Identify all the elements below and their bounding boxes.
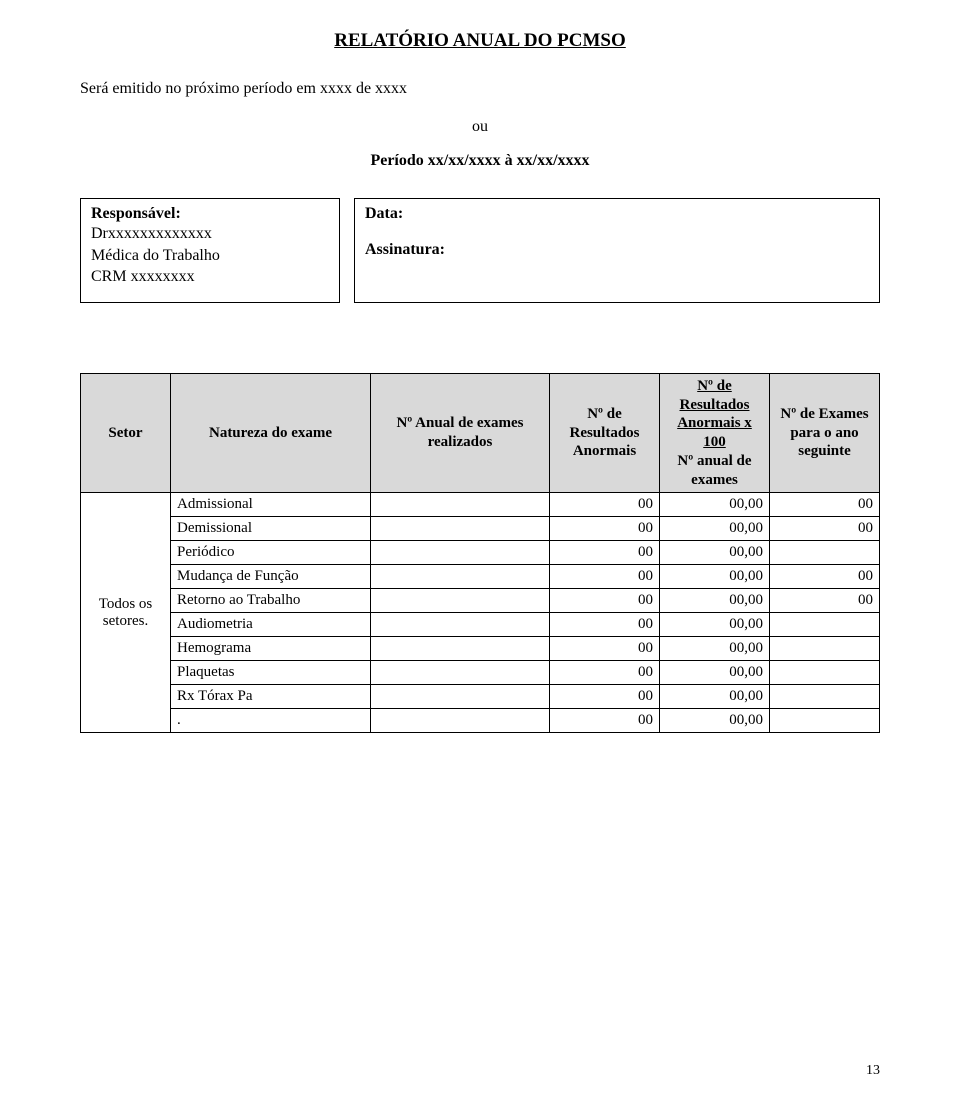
- anual-cell: [371, 613, 550, 637]
- seguinte-cell: [770, 709, 880, 733]
- resultados-cell: 00: [550, 613, 660, 637]
- resultados-cell: 00: [550, 565, 660, 589]
- frac-cell: 00,00: [660, 565, 770, 589]
- intro-text: Será emitido no próximo período em xxxx …: [80, 80, 880, 98]
- data-label: Data:: [365, 205, 869, 223]
- resultados-cell: 00: [550, 517, 660, 541]
- th-natureza: Natureza do exame: [171, 373, 371, 493]
- table-row: . 0000,00: [81, 709, 880, 733]
- anual-cell: [371, 541, 550, 565]
- natureza-cell: Plaquetas: [171, 661, 371, 685]
- th-frac-top: Nº de Resultados Anormais x 100: [677, 378, 752, 450]
- anual-cell: [371, 565, 550, 589]
- natureza-cell: Audiometria: [171, 613, 371, 637]
- table-row: Hemograma 0000,00: [81, 637, 880, 661]
- natureza-cell: .: [171, 709, 371, 733]
- th-seguinte: Nº de Exames para o ano seguinte: [770, 373, 880, 493]
- table-row: Periódico 0000,00: [81, 541, 880, 565]
- resultados-cell: 00: [550, 541, 660, 565]
- natureza-cell: Mudança de Função: [171, 565, 371, 589]
- seguinte-cell: 00: [770, 565, 880, 589]
- seguinte-cell: [770, 613, 880, 637]
- resultados-cell: 00: [550, 685, 660, 709]
- anual-cell: [371, 637, 550, 661]
- report-title: RELATÓRIO ANUAL DO PCMSO: [80, 30, 880, 52]
- table-body: Todos os setores.Admissional0000,0000Dem…: [81, 493, 880, 733]
- th-resultados: Nº de Resultados Anormais: [550, 373, 660, 493]
- table-row: Mudança de Função 0000,0000: [81, 565, 880, 589]
- table-row: Plaquetas 0000,00: [81, 661, 880, 685]
- resultados-cell: 00: [550, 493, 660, 517]
- frac-cell: 00,00: [660, 709, 770, 733]
- natureza-cell: Hemograma: [171, 637, 371, 661]
- frac-cell: 00,00: [660, 637, 770, 661]
- table-row: Rx Tórax Pa 0000,00: [81, 685, 880, 709]
- table-row: Audiometria 0000,00: [81, 613, 880, 637]
- table-row: Todos os setores.Admissional0000,0000: [81, 493, 880, 517]
- responsible-role: Médica do Trabalho: [91, 245, 329, 267]
- frac-cell: 00,00: [660, 661, 770, 685]
- report-table: Setor Natureza do exame Nº Anual de exam…: [80, 373, 880, 734]
- th-frac: Nº de Resultados Anormais x 100 Nº anual…: [660, 373, 770, 493]
- natureza-cell: Periódico: [171, 541, 371, 565]
- table-row: Retorno ao Trabalho 0000,0000: [81, 589, 880, 613]
- th-frac-bottom: Nº anual de exames: [677, 453, 751, 488]
- seguinte-cell: 00: [770, 493, 880, 517]
- page-number: 13: [866, 1063, 880, 1079]
- frac-cell: 00,00: [660, 493, 770, 517]
- natureza-cell: Demissional: [171, 517, 371, 541]
- anual-cell: [371, 517, 550, 541]
- seguinte-cell: [770, 661, 880, 685]
- seguinte-cell: [770, 685, 880, 709]
- table-header: Setor Natureza do exame Nº Anual de exam…: [81, 373, 880, 493]
- frac-cell: 00,00: [660, 589, 770, 613]
- responsible-crm: CRM xxxxxxxx: [91, 266, 329, 288]
- setor-cell: Todos os setores.: [81, 493, 171, 733]
- resultados-cell: 00: [550, 661, 660, 685]
- table-row: Demissional 0000,0000: [81, 517, 880, 541]
- seguinte-cell: [770, 637, 880, 661]
- natureza-cell: Rx Tórax Pa: [171, 685, 371, 709]
- period-text: Período xx/xx/xxxx à xx/xx/xxxx: [80, 152, 880, 170]
- responsible-label: Responsável:: [91, 205, 329, 223]
- responsible-name: Drxxxxxxxxxxxxx: [91, 223, 329, 245]
- signature-box: Data: Assinatura:: [354, 198, 880, 303]
- seguinte-cell: [770, 541, 880, 565]
- frac-cell: 00,00: [660, 517, 770, 541]
- resultados-cell: 00: [550, 589, 660, 613]
- resultados-cell: 00: [550, 709, 660, 733]
- info-boxes: Responsável: Drxxxxxxxxxxxxx Médica do T…: [80, 198, 880, 303]
- or-text: ou: [80, 118, 880, 136]
- frac-cell: 00,00: [660, 613, 770, 637]
- anual-cell: [371, 493, 550, 517]
- frac-cell: 00,00: [660, 541, 770, 565]
- th-setor: Setor: [81, 373, 171, 493]
- resultados-cell: 00: [550, 637, 660, 661]
- anual-cell: [371, 709, 550, 733]
- page: RELATÓRIO ANUAL DO PCMSO Será emitido no…: [0, 0, 960, 1099]
- responsible-box: Responsável: Drxxxxxxxxxxxxx Médica do T…: [80, 198, 340, 303]
- frac-cell: 00,00: [660, 685, 770, 709]
- natureza-cell: Retorno ao Trabalho: [171, 589, 371, 613]
- anual-cell: [371, 661, 550, 685]
- anual-cell: [371, 589, 550, 613]
- th-anual: Nº Anual de exames realizados: [371, 373, 550, 493]
- seguinte-cell: 00: [770, 589, 880, 613]
- assinatura-label: Assinatura:: [365, 241, 869, 259]
- seguinte-cell: 00: [770, 517, 880, 541]
- anual-cell: [371, 685, 550, 709]
- natureza-cell: Admissional: [171, 493, 371, 517]
